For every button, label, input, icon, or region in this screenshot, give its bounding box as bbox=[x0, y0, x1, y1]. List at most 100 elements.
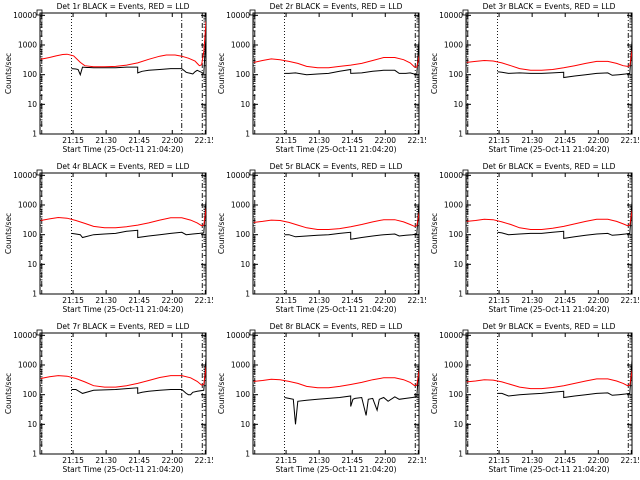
x-axis-label: Start Time (25-Oct-11 21:04:20) bbox=[488, 305, 609, 314]
plot-frame bbox=[465, 12, 633, 135]
x-tick-label: 22:00 bbox=[161, 296, 183, 305]
y-axis-label: Counts/sec bbox=[217, 213, 226, 254]
chart-title: Det 4r BLACK = Events, RED = LLD bbox=[57, 162, 190, 171]
y-tick-label: 1 bbox=[32, 450, 37, 459]
y-axis-label: Counts/sec bbox=[217, 53, 226, 94]
y-tick-label: 1000 bbox=[18, 201, 37, 210]
y-tick-label: 1000 bbox=[231, 361, 250, 370]
y-tick-label: 1 bbox=[245, 290, 250, 299]
y-tick-label: 10000 bbox=[439, 11, 463, 20]
plot-frame bbox=[252, 12, 420, 135]
y-tick-label: 10 bbox=[27, 100, 37, 109]
y-tick-label: 10 bbox=[240, 420, 250, 429]
y-tick-label: 10000 bbox=[439, 331, 463, 340]
lld-series-line bbox=[253, 211, 419, 230]
y-tick-label: 10 bbox=[240, 100, 250, 109]
chart-title: Det 9r BLACK = Events, RED = LLD bbox=[483, 322, 616, 331]
detector-chart-4: 1 10 100 1000 10000 21:15 21:30 21:45 22:00 22:15… bbox=[4, 162, 213, 314]
y-tick-label: 1000 bbox=[444, 361, 463, 370]
lld-series-line bbox=[253, 369, 419, 389]
y-tick-label: 1 bbox=[32, 290, 37, 299]
y-tick-label: 100 bbox=[236, 390, 251, 399]
marker-box bbox=[249, 169, 256, 176]
events-series-line bbox=[71, 36, 206, 77]
x-tick-label: 21:45 bbox=[554, 296, 576, 305]
x-tick-label: 21:30 bbox=[308, 456, 330, 465]
y-axis-label: Counts/sec bbox=[430, 373, 439, 414]
y-tick-label: 10 bbox=[27, 260, 37, 269]
x-tick-label: 22:00 bbox=[587, 456, 609, 465]
lld-series-line bbox=[466, 369, 632, 390]
x-tick-label: 22:00 bbox=[161, 456, 183, 465]
y-tick-label: 10 bbox=[27, 420, 37, 429]
y-axis-label: Counts/sec bbox=[217, 373, 226, 414]
chart-title: Det 1r BLACK = Events, RED = LLD bbox=[57, 2, 190, 11]
x-tick-label: 21:15 bbox=[275, 296, 297, 305]
plot-frame bbox=[465, 172, 633, 295]
x-tick-label: 21:15 bbox=[62, 136, 84, 145]
x-tick-label: 21:30 bbox=[308, 136, 330, 145]
chart-title: Det 2r BLACK = Events, RED = LLD bbox=[270, 2, 403, 11]
y-tick-label: 1 bbox=[458, 450, 463, 459]
x-tick-label: 21:45 bbox=[128, 456, 150, 465]
x-tick-label: 21:30 bbox=[521, 296, 543, 305]
x-tick-label: 21:30 bbox=[95, 136, 117, 145]
x-tick-label: 21:30 bbox=[95, 456, 117, 465]
events-series-line bbox=[284, 364, 419, 425]
x-tick-label: 22:15 bbox=[408, 136, 426, 145]
y-tick-label: 10000 bbox=[13, 331, 37, 340]
x-tick-label: 22:15 bbox=[195, 136, 213, 145]
y-tick-label: 100 bbox=[449, 70, 464, 79]
plot-frame bbox=[39, 332, 207, 455]
y-tick-label: 10000 bbox=[439, 171, 463, 180]
x-tick-label: 22:15 bbox=[195, 456, 213, 465]
lld-series-line bbox=[253, 54, 419, 69]
x-axis-label: Start Time (25-Oct-11 21:04:20) bbox=[488, 465, 609, 474]
y-axis-label: Counts/sec bbox=[4, 373, 13, 414]
y-tick-label: 100 bbox=[236, 70, 251, 79]
detector-chart-9: 1 10 100 1000 10000 21:15 21:30 21:45 22:00 22:15… bbox=[430, 322, 639, 474]
plot-frame bbox=[252, 332, 420, 455]
y-tick-label: 100 bbox=[23, 230, 38, 239]
y-tick-label: 10000 bbox=[226, 171, 250, 180]
y-tick-label: 10 bbox=[453, 100, 463, 109]
y-tick-label: 1000 bbox=[231, 41, 250, 50]
x-tick-label: 21:30 bbox=[521, 456, 543, 465]
marker-box bbox=[462, 329, 469, 336]
x-tick-label: 22:00 bbox=[374, 296, 396, 305]
y-tick-label: 100 bbox=[23, 70, 38, 79]
events-series-line bbox=[284, 39, 419, 76]
marker-box bbox=[462, 169, 469, 176]
x-tick-label: 21:15 bbox=[275, 456, 297, 465]
y-tick-label: 1 bbox=[245, 130, 250, 139]
y-tick-label: 10 bbox=[453, 260, 463, 269]
y-axis-label: Counts/sec bbox=[4, 53, 13, 94]
detector-chart-5: 1 10 100 1000 10000 21:15 21:30 21:45 22:00 22:15… bbox=[217, 162, 426, 314]
marker-box bbox=[249, 9, 256, 16]
detector-chart-2: 1 10 100 1000 10000 21:15 21:30 21:45 22:00 22:15… bbox=[217, 2, 426, 154]
lld-series-line bbox=[466, 209, 632, 230]
x-tick-label: 21:45 bbox=[554, 136, 576, 145]
y-tick-label: 1 bbox=[32, 130, 37, 139]
marker-box bbox=[462, 9, 469, 16]
x-tick-label: 21:15 bbox=[488, 456, 510, 465]
marker-box bbox=[36, 329, 43, 336]
y-tick-label: 1000 bbox=[18, 41, 37, 50]
chart-title: Det 7r BLACK = Events, RED = LLD bbox=[57, 322, 190, 331]
y-tick-label: 10000 bbox=[226, 11, 250, 20]
events-series-line bbox=[71, 357, 206, 396]
x-tick-label: 21:15 bbox=[275, 136, 297, 145]
detector-chart-6: 1 10 100 1000 10000 21:15 21:30 21:45 22:00 22:15… bbox=[430, 162, 639, 314]
x-tick-label: 21:45 bbox=[341, 296, 363, 305]
x-tick-label: 22:15 bbox=[621, 296, 639, 305]
chart-title: Det 6r BLACK = Events, RED = LLD bbox=[483, 162, 616, 171]
y-tick-label: 100 bbox=[23, 390, 38, 399]
x-tick-label: 21:15 bbox=[62, 296, 84, 305]
x-axis-label: Start Time (25-Oct-11 21:04:20) bbox=[62, 305, 183, 314]
x-tick-label: 22:00 bbox=[161, 136, 183, 145]
x-tick-label: 21:45 bbox=[554, 456, 576, 465]
x-tick-label: 22:00 bbox=[374, 136, 396, 145]
marker-box bbox=[36, 9, 43, 16]
x-axis-label: Start Time (25-Oct-11 21:04:20) bbox=[62, 145, 183, 154]
